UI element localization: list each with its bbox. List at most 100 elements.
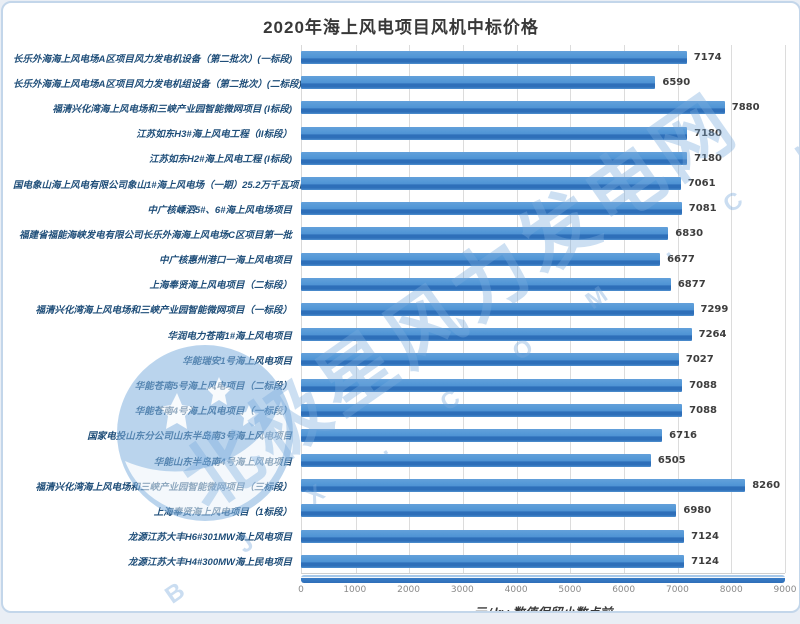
bar-row: 龙源江苏大丰H6#301MW海上风电项目 7124 (13, 524, 785, 549)
axis-tick-label: 2000 (397, 584, 420, 595)
bar-label: 国家电投山东分公司山东半岛南3号海上风电项目 (87, 431, 292, 443)
chart-title: 2020年海上风电项目风机中标价格 (263, 18, 539, 37)
bar-zone: 7081 (301, 196, 785, 221)
bar-row: 华能苍南5号海上风电项目（二标段） 7088 (13, 372, 785, 397)
bar-label: 华能瑞安1号海上风电项目 (182, 355, 292, 367)
bar (301, 479, 746, 493)
bar-label: 华润电力苍南1#海上风电项目 (167, 330, 292, 342)
bar-label: 华能苍南5号海上风电项目（二标段） (134, 381, 292, 393)
bar-zone: 7264 (301, 322, 785, 347)
bar-value: 7061 (687, 178, 716, 190)
bar-value: 7124 (691, 555, 719, 567)
bar (301, 177, 681, 191)
bar-value: 6505 (657, 455, 686, 467)
axis-tick-label: 0 (298, 584, 304, 595)
axis-tick-label: 9000 (773, 584, 797, 595)
bar (301, 554, 685, 568)
bar-row: 中广核惠州港口一海上风电项目 6677 (13, 247, 785, 272)
axis-ticks: 0 1000 2000 3000 4000 5000 6000 7000 8000 9000 (298, 584, 796, 599)
bar (301, 227, 669, 241)
bar (301, 353, 679, 367)
bar-row: 中广核嵊泗5#、6#海上风电场项目 7081 (13, 196, 785, 221)
bar-zone: 7088 (301, 372, 785, 397)
bar-zone: 8260 (301, 473, 785, 498)
bar-row: 国家电投山东分公司山东半岛南3号海上风电项目 6716 (13, 423, 785, 448)
bar-row: 福清兴化湾海上风电场和三峡产业园智能微网项目（一标段） 7299 (13, 297, 785, 322)
horizontal-scrollbar[interactable] (301, 574, 785, 583)
bar (301, 529, 685, 543)
bar (301, 252, 661, 266)
bar-row: 华能苍南4号海上风电项目（一标段） 7088 (13, 398, 785, 423)
chart-rows: 长乐外海海上风电场A区项目风力发电机设备（第二批次）(一标段) 7174 长乐外… (13, 45, 785, 574)
bar-label: 上海奉贤海上风电项目（1标段） (153, 506, 292, 518)
bar-label: 长乐外海海上风电场A区项目风力发电机设备（第二批次）(一标段) (13, 53, 293, 65)
bar-row: 江苏如东H3#海上风电工程（II标段） 7180 (13, 121, 785, 146)
bar-value: 6716 (669, 429, 697, 441)
bar (301, 202, 682, 216)
bar-zone: 7088 (301, 398, 785, 423)
bar-value: 6877 (677, 278, 706, 290)
bar-label: 国电象山海上风电有限公司象山1#海上风电场（一期）25.2万千瓦项目 (13, 179, 301, 191)
axis-unit-label: 元/kw (473, 604, 509, 613)
axis-tick-label: 6000 (612, 584, 636, 595)
bar-value: 7174 (693, 52, 722, 64)
bar-row: 华能山东半岛南4号海上风电项目 6505 (13, 448, 785, 473)
bar-value: 7264 (698, 329, 727, 341)
bar (301, 302, 694, 316)
bar-label: 中广核惠州港口一海上风电项目 (158, 255, 292, 267)
gridline (731, 45, 733, 573)
axis-caption: 元/kw 数值保留小数点前 (301, 602, 785, 613)
bar-value: 6830 (675, 228, 704, 240)
bar-row: 龙源江苏大丰H4#300MW海上民电项目 7124 (13, 549, 785, 574)
bar-zone: 6830 (301, 221, 785, 246)
bar-zone: 7299 (301, 297, 785, 322)
bar (301, 504, 677, 518)
chart-card: 北极星风力发电网 B J X . C O M . C N 2020年海上风电项目… (1, 1, 800, 613)
bar-row: 上海奉贤海上风电项目（1标段） 6980 (13, 498, 785, 523)
gridline (785, 45, 786, 573)
bar-value: 7180 (694, 152, 722, 164)
bar-row: 福建省福能海峡发电有限公司长乐外海海上风电场C区项目第一批 6830 (13, 221, 785, 246)
bar-value: 6590 (662, 77, 691, 89)
bar-zone: 6877 (301, 272, 785, 297)
bar-row: 江苏如东H2#海上风电工程 (I标段) 7180 (13, 146, 785, 171)
bar-label: 龙源江苏大丰H4#300MW海上民电项目 (127, 557, 292, 569)
bar-row: 长乐外海海上风电场A区项目风力发电机设备（第二批次）(一标段) 7174 (13, 45, 785, 70)
bar-label: 上海奉贤海上风电项目（二标段） (149, 280, 292, 292)
bar-value: 7180 (694, 127, 722, 139)
bar-zone: 7061 (301, 171, 785, 196)
axis-tick-label: 5000 (558, 584, 582, 595)
axis-tick-label: 1000 (343, 584, 367, 595)
bar-label: 长乐外海海上风电场A区项目风力发电机组设备（第二批次）(二标段) (13, 78, 301, 90)
bar (301, 454, 651, 468)
bar-chart: 长乐外海海上风电场A区项目风力发电机设备（第二批次）(一标段) 7174 长乐外… (3, 45, 799, 574)
bar-zone: 6505 (301, 448, 785, 473)
bar-row: 华能瑞安1号海上风电项目 7027 (13, 347, 785, 372)
bar-row: 华润电力苍南1#海上风电项目 7264 (13, 322, 785, 347)
scrollbar-track (301, 574, 785, 583)
axis-tick-label: 3000 (450, 584, 474, 595)
bar-value: 7081 (688, 203, 717, 215)
bar-value: 8260 (752, 480, 781, 492)
bar-row: 上海奉贤海上风电项目（二标段） 6877 (13, 272, 785, 297)
bar-row: 长乐外海海上风电场A区项目风力发电机组设备（第二批次）(二标段) 6590 (13, 70, 785, 95)
axis-tick-label: 7000 (665, 584, 689, 595)
bar (301, 76, 656, 90)
bar-label: 福清兴化湾海上风电场和三峡产业园智能微网项目（一标段） (35, 305, 292, 317)
bar-zone: 7027 (301, 347, 785, 372)
bar-label: 中广核嵊泗5#、6#海上风电场项目 (147, 204, 292, 216)
bar-zone: 6980 (301, 498, 785, 523)
bar-label: 福建省福能海峡发电有限公司长乐外海海上风电场C区项目第一批 (19, 229, 292, 241)
bar-label: 福清兴化湾海上风电场和三峡产业园智能微网项目（三标段） (35, 481, 292, 493)
bar-label: 江苏如东H2#海上风电工程 (I标段) (148, 154, 292, 166)
bar-row: 福清兴化湾海上风电场和三峡产业园智能微网项目（三标段） 8260 (13, 473, 785, 498)
bar-label: 华能山东半岛南4号海上风电项目 (153, 456, 292, 468)
axis-tick-label: 8000 (719, 584, 743, 595)
bar-zone: 7180 (301, 146, 785, 171)
bar (301, 328, 692, 342)
bar-zone: 7124 (301, 524, 785, 549)
bar (301, 101, 725, 115)
bar-value: 6677 (667, 253, 695, 265)
bar-value: 7027 (685, 354, 714, 366)
